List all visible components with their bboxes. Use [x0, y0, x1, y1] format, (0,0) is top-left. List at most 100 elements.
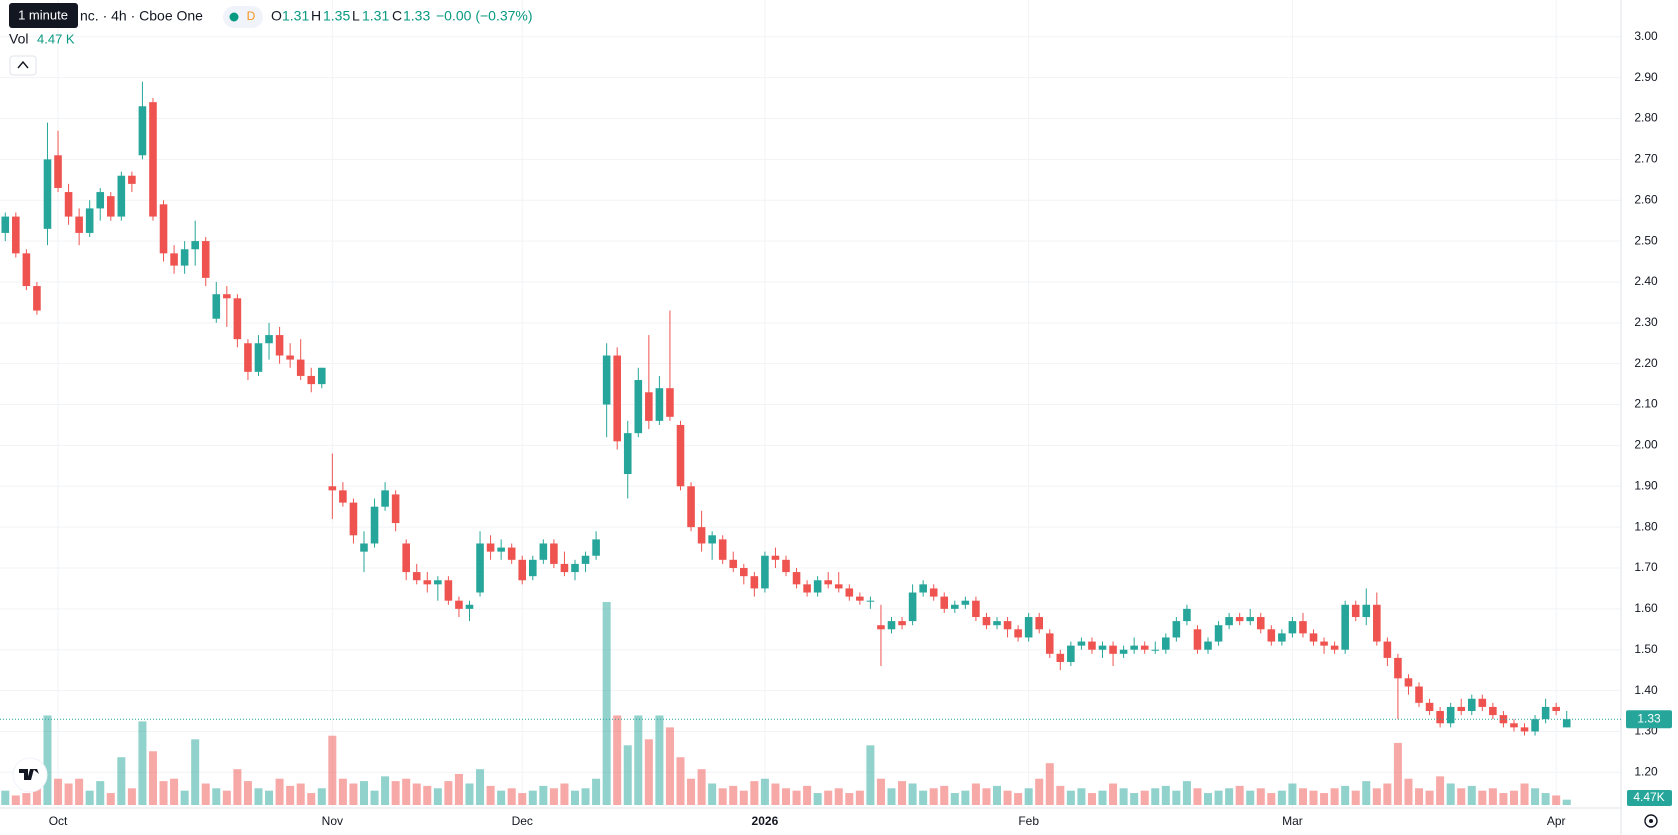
- candle-body: [1003, 621, 1012, 630]
- last-price-label: 1.33: [1637, 711, 1661, 725]
- y-tick-label: 1.50: [1634, 642, 1658, 656]
- volume-bar: [338, 778, 347, 805]
- volume-bar: [423, 785, 432, 805]
- volume-bar: [898, 781, 907, 805]
- candle-body: [1183, 608, 1191, 622]
- visibility-pill[interactable]: [223, 6, 263, 28]
- volume-bar: [11, 795, 20, 805]
- candle-body: [1035, 617, 1044, 630]
- candle-body: [254, 343, 263, 372]
- volume-bar: [729, 785, 738, 805]
- candle-body: [560, 563, 569, 573]
- candle-body: [286, 355, 294, 360]
- volume-bar: [613, 715, 622, 805]
- x-tick-label: Dec: [512, 814, 533, 828]
- volume-bar: [919, 790, 928, 805]
- volume-bar: [950, 793, 959, 805]
- candle-body: [1119, 649, 1128, 654]
- volume-bar: [528, 790, 537, 805]
- volume-bar: [476, 769, 485, 805]
- volume-bar: [412, 783, 421, 805]
- candle-body: [128, 175, 136, 184]
- candle-body: [771, 555, 780, 560]
- y-tick-label: 2.80: [1634, 111, 1658, 125]
- volume-bar: [359, 781, 368, 805]
- volume-bar: [1140, 790, 1149, 805]
- volume-bar: [465, 783, 474, 805]
- x-tick-label: Mar: [1282, 814, 1303, 828]
- candle-body: [1404, 678, 1413, 687]
- candle-body: [476, 543, 484, 593]
- volume-bar: [1499, 793, 1508, 805]
- volume-bar: [845, 793, 854, 805]
- candle-body: [1088, 641, 1096, 650]
- volume-bar: [507, 788, 516, 805]
- candle-body: [856, 596, 864, 601]
- candle-body: [972, 600, 980, 618]
- candle-body: [339, 490, 347, 503]
- volume-bar: [391, 781, 400, 805]
- candle-body: [381, 490, 389, 507]
- candle-body: [96, 192, 105, 209]
- volume-bar: [1172, 790, 1181, 805]
- candle-body: [1467, 698, 1476, 712]
- candle-body: [191, 241, 199, 250]
- candle-body: [1552, 706, 1560, 712]
- volume-bar: [1320, 793, 1329, 805]
- candle-body: [571, 563, 579, 573]
- volume-bar: [1214, 790, 1223, 805]
- candle-body: [22, 253, 31, 287]
- volume-bar: [592, 778, 601, 805]
- candle-body: [581, 555, 590, 564]
- candle-body: [43, 159, 52, 229]
- grid-layer: [0, 0, 1621, 808]
- candle-body: [349, 502, 358, 536]
- volume-bar: [718, 788, 727, 805]
- candle-body: [391, 494, 400, 524]
- change-value: −0.00 (−0.37%): [436, 8, 533, 24]
- volume-bar: [1130, 793, 1139, 805]
- volume-bar: [813, 793, 822, 805]
- collapse-button[interactable]: [9, 55, 37, 76]
- candle-body: [33, 286, 41, 311]
- candle-body: [951, 604, 959, 609]
- candle-body: [1478, 698, 1487, 707]
- volume-bar: [1415, 788, 1424, 805]
- x-tick-label: Nov: [322, 814, 343, 828]
- candle-body: [465, 604, 474, 609]
- volume-bar: [1341, 785, 1350, 805]
- volume-bar: [1204, 793, 1213, 805]
- candle-body: [613, 355, 621, 442]
- candle-body: [1383, 641, 1392, 658]
- high-label: H: [311, 8, 321, 24]
- interval-badge: D: [247, 9, 256, 23]
- volume-bar: [402, 778, 411, 805]
- eye-icon[interactable]: [229, 12, 239, 22]
- x-tick-label: Feb: [1018, 814, 1039, 828]
- candle-body: [54, 155, 62, 188]
- volume-bar: [1520, 783, 1529, 805]
- volume-bar: [1024, 788, 1033, 805]
- candle-body: [1151, 649, 1160, 651]
- symbol-title[interactable]: nc. · 4h · Cboe One: [80, 8, 203, 24]
- candle-body: [539, 543, 548, 560]
- volume-bar: [1246, 790, 1255, 805]
- candle-body: [1299, 621, 1307, 634]
- candle-body: [761, 555, 769, 589]
- volume-bar: [1298, 788, 1307, 805]
- volume-bar: [349, 783, 358, 805]
- candle-body: [1162, 637, 1170, 650]
- candle-body: [201, 241, 210, 278]
- open-label: O: [271, 8, 282, 24]
- volume-bar: [1531, 788, 1540, 805]
- candle-body: [1077, 641, 1086, 646]
- candle-body: [1351, 604, 1360, 618]
- candle-body: [275, 335, 284, 356]
- candle-body: [1531, 719, 1539, 732]
- candle-body: [919, 584, 927, 593]
- settings-gear[interactable]: [1644, 814, 1658, 828]
- candle-body: [296, 359, 305, 376]
- candle-body: [497, 547, 505, 552]
- volume-bar: [750, 781, 759, 805]
- y-tick-label: 2.60: [1634, 192, 1658, 206]
